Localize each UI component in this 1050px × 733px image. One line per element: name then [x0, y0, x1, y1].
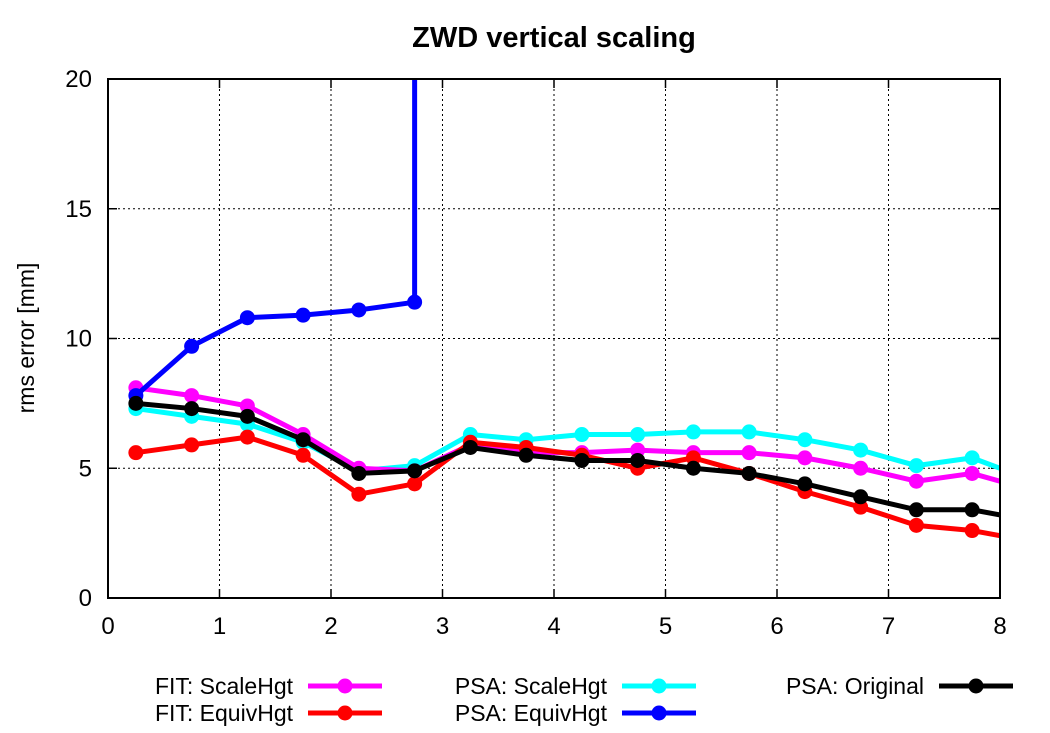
legend-marker — [337, 705, 353, 721]
legend-label: PSA: Original — [786, 673, 924, 699]
x-tick-label: 4 — [547, 613, 560, 640]
x-tick-label: 5 — [659, 613, 672, 640]
data-point — [964, 502, 980, 518]
legend-marker — [651, 705, 667, 721]
data-point — [630, 452, 646, 468]
data-point — [184, 437, 200, 453]
series-line — [135, 400, 1000, 518]
data-point — [964, 523, 980, 539]
data-point — [407, 463, 423, 479]
x-tick-label: 7 — [882, 613, 895, 640]
y-axis-label: rms error [mm] — [13, 263, 39, 414]
data-point — [853, 460, 869, 476]
y-tick-label: 10 — [65, 326, 92, 353]
x-tick-label: 8 — [993, 613, 1006, 640]
legend-marker — [337, 678, 353, 694]
data-point — [295, 447, 311, 463]
data-point — [685, 450, 701, 466]
data-point — [908, 473, 924, 489]
data-point — [128, 445, 144, 461]
legend-label: FIT: ScaleHgt — [155, 673, 294, 699]
data-point — [908, 502, 924, 518]
x-tick-label: 1 — [213, 613, 226, 640]
data-point — [797, 476, 813, 492]
axis-ticks: 0 1 2 3 4 5 6 7 8 0 5 10 15 20 — [65, 66, 1006, 640]
data-point — [295, 307, 311, 323]
legend-marker — [968, 678, 984, 694]
data-point — [351, 465, 367, 481]
data-point — [239, 429, 255, 445]
x-tick-label: 6 — [770, 613, 783, 640]
data-point — [853, 442, 869, 458]
data-point — [853, 489, 869, 505]
data-point — [741, 424, 757, 440]
data-point — [462, 439, 478, 455]
data-point — [239, 398, 255, 414]
data-point — [351, 486, 367, 502]
legend-entry: PSA: Original — [786, 673, 1013, 699]
data-point — [351, 302, 367, 318]
plot-frame — [107, 78, 1001, 599]
x-tick-label: 2 — [324, 613, 337, 640]
y-tick-label: 5 — [79, 455, 92, 482]
series-layer — [128, 79, 1000, 539]
gridlines — [108, 79, 1000, 598]
series-psa-equivhgt — [128, 79, 423, 404]
x-tick-label: 0 — [101, 613, 114, 640]
data-point — [407, 294, 423, 310]
legend-entry: FIT: ScaleHgt — [155, 673, 382, 699]
legend-entry: PSA: EquivHgt — [455, 700, 696, 726]
data-point — [853, 499, 869, 515]
data-point — [797, 432, 813, 448]
data-point — [908, 458, 924, 474]
data-point — [964, 465, 980, 481]
data-point — [630, 442, 646, 458]
data-point — [184, 401, 200, 417]
data-point — [128, 395, 144, 411]
x-tick-label: 3 — [436, 613, 449, 640]
y-tick-label: 20 — [65, 66, 92, 93]
data-point — [797, 450, 813, 466]
y-tick-label: 0 — [79, 585, 92, 612]
data-point — [574, 427, 590, 443]
data-point — [518, 447, 534, 463]
legend-marker — [651, 678, 667, 694]
data-point — [184, 338, 200, 354]
legend-entry: PSA: ScaleHgt — [455, 673, 696, 699]
y-tick-label: 15 — [65, 196, 92, 223]
data-point — [295, 432, 311, 448]
data-point — [184, 388, 200, 404]
legend-label: PSA: ScaleHgt — [455, 673, 608, 699]
data-point — [239, 310, 255, 326]
legend-label: PSA: EquivHgt — [455, 700, 608, 726]
data-point — [964, 450, 980, 466]
series-line — [134, 79, 418, 398]
data-point — [685, 424, 701, 440]
legend-label: FIT: EquivHgt — [155, 700, 294, 726]
data-point — [574, 452, 590, 468]
data-point — [741, 465, 757, 481]
data-point — [239, 408, 255, 424]
chart-title: ZWD vertical scaling — [412, 22, 696, 54]
legend-entry: FIT: EquivHgt — [155, 700, 382, 726]
data-point — [407, 476, 423, 492]
data-point — [908, 517, 924, 533]
data-point — [685, 460, 701, 476]
series-fit-equivhgt — [128, 429, 1000, 539]
series-psa-original — [128, 395, 1000, 518]
data-point — [741, 445, 757, 461]
data-point — [630, 427, 646, 443]
